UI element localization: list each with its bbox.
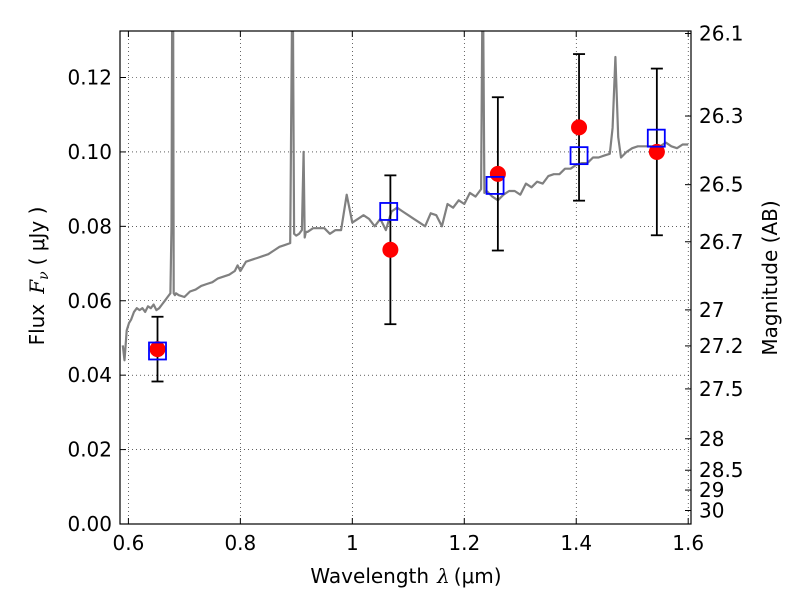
- mag-tick-label: 29: [699, 478, 724, 502]
- mag-tick-label: 30: [699, 498, 724, 522]
- mag-tick-label: 28.5: [699, 458, 744, 482]
- axis-ticks: 0.6 0.8 1 1.2 1.4 1.6 0.00 0.02 0.04 0.06 0.08 0.10…: [67, 22, 743, 555]
- synthetic-point: [485, 176, 505, 195]
- mag-tick-label: 28: [699, 427, 724, 451]
- y-tick-label: 0.00: [67, 512, 112, 536]
- x-tick-label: 0.6: [112, 531, 144, 555]
- model-spectrum-line: [121, 31, 689, 362]
- observed-point: [571, 119, 588, 136]
- x-tick-label: 1.6: [672, 531, 704, 555]
- y-tick-label: 0.04: [67, 363, 112, 387]
- synthetic-point: [148, 341, 167, 361]
- grid-lines: [120, 31, 691, 525]
- x-tick-label: 1.4: [560, 531, 592, 555]
- mag-tick-label: 26.7: [699, 230, 744, 254]
- mag-tick-label: 27.5: [699, 377, 744, 401]
- observed-point: [382, 241, 399, 258]
- y-axis-label: FluxFν( μJy ): [25, 207, 52, 346]
- mag-tick-label: 26.3: [699, 104, 744, 128]
- synthetic-point: [379, 202, 399, 221]
- x-axis-label: Wavelength λ (μm): [310, 564, 501, 588]
- model-spectrum-layer: [121, 31, 689, 362]
- y-tick-label: 0.08: [67, 214, 112, 238]
- mag-tick-label: 26.5: [699, 173, 744, 197]
- synthetic-points-layer: [148, 128, 666, 361]
- observed-point: [149, 341, 166, 358]
- synthetic-point: [646, 128, 666, 148]
- y-tick-label: 0.10: [67, 140, 112, 164]
- errorbar-layer: [151, 53, 663, 383]
- plot-frame: [119, 30, 692, 525]
- x-tick-label: 1.2: [448, 531, 480, 555]
- mag-tick-label: 26.1: [699, 22, 744, 46]
- x-tick-label: 0.8: [224, 531, 256, 555]
- synthetic-point: [569, 146, 589, 166]
- mag-tick-label: 27: [699, 298, 724, 322]
- y-tick-label: 0.02: [67, 438, 112, 462]
- mag-tick-label: 27.2: [699, 334, 744, 358]
- x-tick-label: 1: [346, 531, 359, 555]
- y-tick-label: 0.06: [67, 289, 112, 313]
- y2-axis-label: Magnitude (AB): [758, 200, 782, 355]
- observed-point: [648, 143, 665, 160]
- y-tick-label: 0.12: [67, 66, 112, 90]
